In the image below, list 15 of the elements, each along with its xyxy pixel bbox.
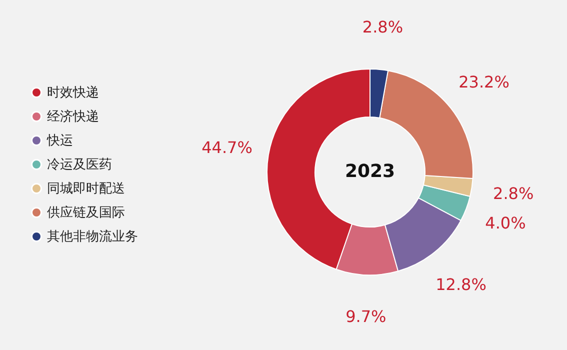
- legend-label: 快运: [46, 134, 73, 148]
- legend-label: 冷运及医药: [47, 158, 112, 172]
- data-label: 12.8%: [436, 274, 486, 294]
- data-label: 4.0%: [485, 214, 526, 233]
- data-label: 2.8%: [362, 18, 404, 37]
- data-label: 2.8%: [493, 184, 534, 203]
- legend-label: 同城即时配送: [47, 182, 125, 196]
- legend-label: 经济快递: [47, 110, 99, 124]
- data-label: 9.7%: [346, 306, 386, 326]
- data-label: 44.7%: [202, 138, 252, 157]
- text: 2023: [344, 161, 396, 182]
- data-label: 23.2%: [458, 72, 510, 92]
- legend-label: 其他非物流业务: [47, 228, 138, 244]
- legend-label: 时效快递: [47, 86, 99, 100]
- legend-label: 供应链及国际: [47, 204, 125, 220]
